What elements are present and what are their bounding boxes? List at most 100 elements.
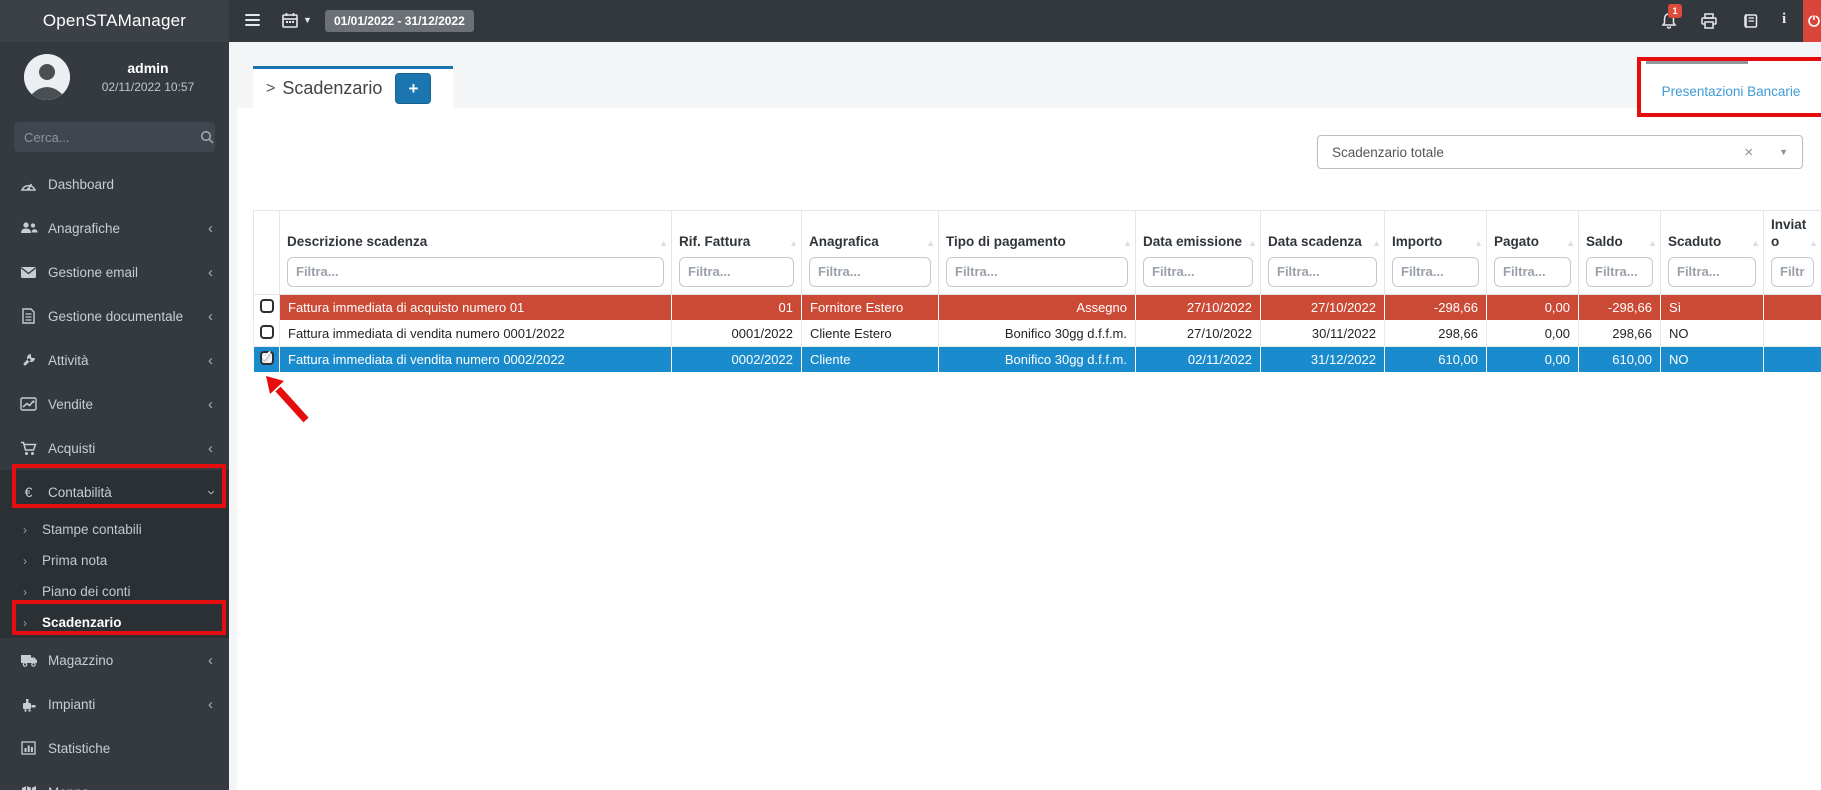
table-row[interactable]: Fattura immediata di vendita numero 0001… xyxy=(253,320,1821,347)
sidebar-subitem-prima-nota[interactable]: › Prima nota xyxy=(23,553,108,568)
sort-icon[interactable]: ▲ xyxy=(1372,237,1381,248)
sidebar-subitem-stampe-contabili[interactable]: › Stampe contabili xyxy=(23,522,142,537)
filter-anagrafica[interactable] xyxy=(809,256,931,287)
sidebar-subitem-scadenzario[interactable]: › Scadenzario xyxy=(23,615,122,630)
docs-book-icon[interactable] xyxy=(1742,12,1760,30)
cell-saldo: -298,66 xyxy=(1578,294,1661,321)
sort-icon[interactable]: ▲ xyxy=(1248,237,1257,248)
chevron-left-icon: ‹ xyxy=(208,219,213,237)
presentazioni-bancarie-link[interactable]: Presentazioni Bancarie xyxy=(1661,84,1801,99)
sidebar-item-impianti[interactable]: Impianti ‹ xyxy=(0,682,229,726)
col-rif-fattura[interactable]: Rif. Fattura ▲ xyxy=(671,210,802,295)
scadenzario-filter-select[interactable]: Scadenzario totale × ▼ xyxy=(1317,135,1803,169)
col-data-scadenza[interactable]: Data scadenza ▲ xyxy=(1260,210,1385,295)
sidebar-item-acquisti[interactable]: Acquisti ‹ xyxy=(0,426,229,470)
logout-button[interactable] xyxy=(1803,0,1821,42)
col-anagrafica[interactable]: Anagrafica ▲ xyxy=(801,210,939,295)
cell-anagrafica: Cliente Estero xyxy=(801,320,939,347)
sidebar-item-dashboard[interactable]: Dashboard xyxy=(0,162,229,206)
contabilita-open-group: € Contabilità ‹ › Stampe contabili › Pri… xyxy=(0,470,229,638)
filter-rif-fattura[interactable] xyxy=(679,256,794,287)
sidebar-item-magazzino[interactable]: Magazzino ‹ xyxy=(0,638,229,682)
sort-icon[interactable]: ▲ xyxy=(1648,237,1657,248)
col-pagato[interactable]: Pagato ▲ xyxy=(1486,210,1579,295)
sort-icon[interactable]: ▲ xyxy=(1751,237,1760,248)
search-input[interactable] xyxy=(24,129,200,145)
cell-saldo: 298,66 xyxy=(1578,320,1661,347)
chevron-left-icon: ‹ xyxy=(208,307,213,325)
sort-icon[interactable]: ▲ xyxy=(1123,237,1132,248)
col-inviato[interactable]: Inviato ▲ xyxy=(1763,210,1821,295)
clear-icon[interactable]: × xyxy=(1744,143,1754,161)
print-icon[interactable] xyxy=(1700,12,1718,30)
avatar[interactable] xyxy=(24,54,70,100)
document-icon xyxy=(18,308,39,324)
period-badge[interactable]: 01/01/2022 - 31/12/2022 xyxy=(325,10,474,32)
add-button[interactable]: + xyxy=(395,73,432,104)
machine-icon xyxy=(18,697,39,712)
sort-icon[interactable]: ▲ xyxy=(1474,237,1483,248)
filter-data-scadenza[interactable] xyxy=(1268,256,1377,287)
cell-scaduto: NO xyxy=(1660,346,1764,373)
sidebar-item-anagrafiche[interactable]: Anagrafiche ‹ xyxy=(0,206,229,250)
caret-down-icon: ▼ xyxy=(303,15,312,25)
row-checkbox-checked[interactable]: ✓ xyxy=(259,348,274,365)
sidebar-item-contabilita[interactable]: € Contabilità ‹ xyxy=(0,470,229,514)
cell-tipo: Assegno xyxy=(938,294,1136,321)
sidebar-item-statistiche[interactable]: Statistiche xyxy=(0,726,229,770)
map-icon xyxy=(18,785,39,790)
sidebar-subitem-piano-dei-conti[interactable]: › Piano dei conti xyxy=(23,584,131,599)
filter-inviato[interactable] xyxy=(1771,256,1814,287)
col-descrizione[interactable]: Descrizione scadenza ▲ xyxy=(279,210,672,295)
calendar-picker[interactable]: ▼ xyxy=(282,12,312,28)
chevron-left-icon: ‹ xyxy=(208,351,213,369)
cell-importo: -298,66 xyxy=(1384,294,1487,321)
search-icon[interactable] xyxy=(200,130,214,144)
notification-badge: 1 xyxy=(1668,4,1682,18)
sort-icon[interactable]: ▲ xyxy=(789,237,798,248)
table-row[interactable]: Fattura immediata di acquisto numero 01 … xyxy=(253,294,1821,321)
angle-right-icon: › xyxy=(23,615,27,630)
sidebar-item-vendite[interactable]: Vendite ‹ xyxy=(0,382,229,426)
cell-pagato: 0,00 xyxy=(1486,346,1579,373)
users-icon xyxy=(18,221,39,235)
filter-data-emissione[interactable] xyxy=(1143,256,1253,287)
select-value: Scadenzario totale xyxy=(1332,144,1444,160)
filter-tipo-pagamento[interactable] xyxy=(946,256,1128,287)
filter-saldo[interactable] xyxy=(1586,256,1653,287)
sidebar-item-mappa[interactable]: Mappa xyxy=(0,770,229,790)
tab-scadenzario[interactable]: > Scadenzario + xyxy=(253,66,453,108)
col-saldo[interactable]: Saldo ▲ xyxy=(1578,210,1661,295)
sidebar-item-gestione-email[interactable]: Gestione email ‹ xyxy=(0,250,229,294)
cell-rif: 01 xyxy=(671,294,802,321)
cell-importo: 298,66 xyxy=(1384,320,1487,347)
col-tipo-pagamento[interactable]: Tipo di pagamento ▲ xyxy=(938,210,1136,295)
sidebar-item-attivita[interactable]: Attività ‹ xyxy=(0,338,229,382)
col-data-emissione[interactable]: Data emissione ▲ xyxy=(1135,210,1261,295)
sidebar-item-gestione-documentale[interactable]: Gestione documentale ‹ xyxy=(0,294,229,338)
col-scaduto[interactable]: Scaduto ▲ xyxy=(1660,210,1764,295)
hamburger-menu-icon[interactable] xyxy=(245,14,260,27)
sort-icon[interactable]: ▲ xyxy=(926,237,935,248)
sort-icon[interactable]: ▲ xyxy=(659,237,668,248)
table-row-selected[interactable]: ✓ Fattura immediata di vendita numero 00… xyxy=(253,346,1821,373)
user-name[interactable]: admin xyxy=(127,60,169,76)
sidebar-search[interactable] xyxy=(14,122,215,152)
filter-descrizione[interactable] xyxy=(287,256,664,287)
row-checkbox[interactable] xyxy=(259,324,274,339)
power-icon xyxy=(1807,14,1821,28)
filter-pagato[interactable] xyxy=(1494,256,1571,287)
row-checkbox[interactable] xyxy=(259,299,274,313)
filter-importo[interactable] xyxy=(1392,256,1479,287)
sort-icon[interactable]: ▲ xyxy=(1809,237,1818,248)
cell-scadenza: 27/10/2022 xyxy=(1260,294,1385,321)
select-caret-icon[interactable]: ▼ xyxy=(1779,147,1788,157)
sort-icon[interactable]: ▲ xyxy=(1566,237,1575,248)
cell-tipo: Bonifico 30gg d.f.f.m. xyxy=(938,346,1136,373)
filter-scaduto[interactable] xyxy=(1668,256,1756,287)
cell-rif: 0002/2022 xyxy=(671,346,802,373)
sidebar: admin 02/11/2022 10:57 Dashboard Anagraf… xyxy=(0,42,229,790)
col-importo[interactable]: Importo ▲ xyxy=(1384,210,1487,295)
info-icon[interactable]: i xyxy=(1782,11,1787,27)
cell-saldo: 610,00 xyxy=(1578,346,1661,373)
